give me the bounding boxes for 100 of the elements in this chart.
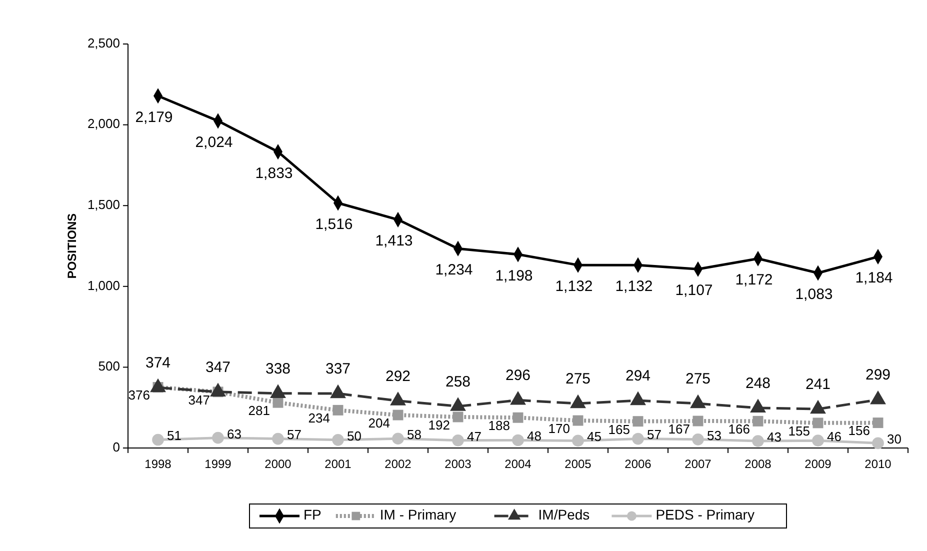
point [872,437,884,450]
data-label: 337 [325,360,351,378]
point [512,434,524,446]
y-tick-label: 1,000 [87,278,120,293]
data-label: 1,132 [615,278,653,296]
point [452,434,464,446]
point [452,412,464,422]
data-label: 1,198 [495,267,533,284]
data-label: 48 [527,428,542,444]
data-label: 51 [167,428,182,444]
x-tick-label: 2003 [444,457,472,471]
data-label: 374 [145,354,171,372]
legend-label: PEDS - Primary [656,506,754,523]
legend-label: IM - Primary [380,506,456,523]
point [572,434,584,447]
data-label: 45 [587,429,602,444]
point [752,416,764,426]
x-tick-label: 2005 [564,457,592,471]
point [692,416,704,426]
data-label: 1,413 [375,232,413,250]
data-label: 1,132 [555,278,593,296]
data-label: 192 [428,417,450,432]
data-label: 1,172 [735,272,773,289]
x-tick-label: 2008 [744,457,772,471]
data-label: 1,234 [435,262,473,279]
data-label: 43 [767,429,782,444]
data-label: 30 [887,432,902,447]
x-tick-label: 2000 [264,457,292,471]
point [632,416,644,427]
x-tick-label: 2002 [384,457,412,471]
data-label: 1,833 [255,164,293,182]
data-label: 155 [788,423,810,438]
point [692,434,704,446]
point [152,434,164,446]
x-tick-label: 2007 [684,457,712,471]
y-tick-label: 500 [98,358,120,374]
data-label: 204 [368,415,390,430]
data-label: 347 [205,358,231,376]
x-tick-label: 2006 [624,457,652,471]
point [272,432,284,445]
data-label: 188 [488,418,510,434]
y-tick-label: 0 [112,439,120,454]
legend-label: IM/Peds [538,506,590,523]
point [632,432,644,445]
data-label: 258 [445,373,471,390]
data-label: 166 [728,422,750,437]
data-label: 58 [407,427,422,442]
data-label: 57 [287,427,302,442]
data-label: 376 [128,388,150,403]
x-tick-label: 1998 [144,457,172,471]
data-label: 170 [548,420,570,436]
x-tick-label: 2004 [504,457,532,471]
data-label: 1,516 [315,216,353,233]
data-label: 248 [745,374,771,392]
data-label: 1,107 [675,282,713,300]
data-label: 165 [608,422,630,437]
data-label: 281 [248,403,270,418]
data-label: 296 [505,367,531,384]
x-tick-label: 2001 [324,457,352,471]
data-label: 292 [385,368,411,385]
data-label: 294 [625,367,651,384]
data-label: 275 [685,370,711,388]
data-label: 275 [565,370,591,388]
data-label: 234 [308,410,330,426]
point [392,432,404,445]
data-label: 299 [865,366,891,384]
data-label: 57 [647,427,662,442]
y-tick-label: 2,000 [87,116,120,132]
data-label: 347 [188,392,210,408]
point [392,410,404,420]
data-label: 53 [707,428,722,443]
point [812,434,824,446]
x-tick-label: 2009 [804,457,832,471]
x-tick-label: 1999 [204,457,232,471]
data-label: 241 [805,376,831,394]
point [272,397,284,408]
y-axis-title: POSITIONS [65,213,79,279]
point [332,404,344,416]
data-label: 46 [827,429,842,444]
point [752,435,764,447]
data-label: 2,179 [135,108,173,126]
data-label: 167 [668,421,690,436]
data-label: 156 [848,423,870,438]
point [872,418,884,428]
data-label: 50 [347,428,362,444]
legend-label: FP [304,506,322,523]
y-tick-label: 1,500 [87,197,120,212]
y-tick-label: 2,500 [87,35,120,50]
data-label: 338 [265,360,291,378]
point [572,415,584,426]
point [812,418,824,428]
data-label: 47 [467,428,482,444]
point [512,412,524,423]
data-label: 1,184 [855,270,893,287]
point [212,432,224,444]
data-label: 2,024 [195,134,233,151]
x-tick-label: 2010 [864,457,892,471]
point [332,434,344,446]
data-label: 63 [227,426,242,442]
data-label: 1,083 [795,286,833,303]
